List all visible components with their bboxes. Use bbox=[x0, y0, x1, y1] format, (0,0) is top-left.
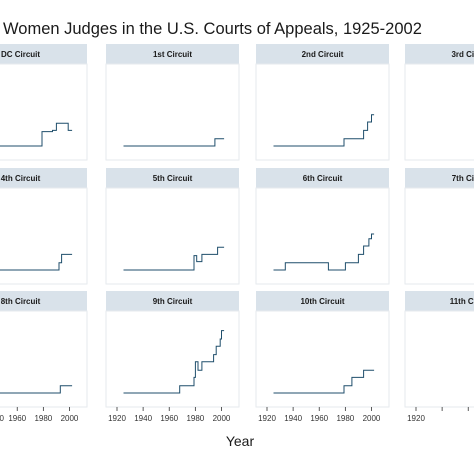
x-tick-label: 1960 bbox=[8, 414, 26, 423]
panel-plot-area bbox=[255, 187, 390, 285]
panel-5th-circuit: 5th Circuit bbox=[105, 168, 240, 285]
panel-title: DC Circuit bbox=[1, 50, 40, 59]
panel-strip bbox=[0, 44, 87, 64]
panel-title: 11th Circuit bbox=[450, 297, 474, 306]
panel-dc-circuit: DC Circuit bbox=[0, 44, 88, 161]
panel-strip bbox=[405, 168, 474, 188]
x-tick-label: 1940 bbox=[134, 414, 152, 423]
panel-7th-circuit: 7th Circuit bbox=[404, 168, 474, 285]
panel-plot-area bbox=[404, 310, 474, 408]
x-axis-label: Year bbox=[226, 433, 255, 449]
panel-strip bbox=[256, 44, 389, 64]
panel-strip bbox=[405, 291, 474, 311]
panel-title: 5th Circuit bbox=[153, 174, 193, 183]
series-line bbox=[123, 246, 225, 271]
x-tick-label: 1980 bbox=[186, 414, 204, 423]
panel-plot-area bbox=[0, 187, 88, 285]
panel-title: 9th Circuit bbox=[153, 297, 193, 306]
panel-plot-area bbox=[0, 63, 88, 161]
x-tick-label: 1980 bbox=[34, 414, 52, 423]
series-line bbox=[273, 114, 375, 147]
series-line bbox=[123, 138, 225, 147]
chart-title: Women Judges in the U.S. Courts of Appea… bbox=[3, 20, 422, 38]
panel-plot-area bbox=[255, 63, 390, 161]
panel-title: 1st Circuit bbox=[153, 50, 192, 59]
panel-strip bbox=[0, 291, 87, 311]
panel-title: 3rd Circuit bbox=[451, 50, 474, 59]
panel-plot-area bbox=[404, 187, 474, 285]
panel-strip bbox=[106, 168, 239, 188]
panel-strip bbox=[256, 291, 389, 311]
series-line bbox=[0, 385, 73, 394]
x-tick-label: 2000 bbox=[213, 414, 231, 423]
panel-strip bbox=[405, 44, 474, 64]
panel-8th-circuit: 8th Circuit 0 1960 1980 2000 bbox=[0, 291, 88, 423]
panel-plot-area bbox=[105, 187, 240, 285]
x-tick-label: 1980 bbox=[336, 414, 354, 423]
panel-plot-area bbox=[255, 310, 390, 408]
panel-title: 6th Circuit bbox=[303, 174, 343, 183]
panel-plot-area bbox=[105, 310, 240, 408]
panel-strip bbox=[106, 44, 239, 64]
panel-plot-area bbox=[0, 310, 88, 408]
panel-title: 10th Circuit bbox=[300, 297, 344, 306]
series-line bbox=[0, 122, 73, 147]
panel-1st-circuit: 1st Circuit bbox=[105, 44, 240, 161]
panel-10th-circuit: 10th Circuit 1920 1940 1960 1980 2000 bbox=[255, 291, 390, 423]
x-tick-label: 0 bbox=[0, 414, 5, 423]
x-tick-label: 1920 bbox=[108, 414, 126, 423]
panel-3rd-circuit: 3rd Circuit bbox=[404, 44, 474, 161]
panel-plot-area bbox=[404, 63, 474, 161]
x-tick-label: 1920 bbox=[258, 414, 276, 423]
series-line bbox=[273, 233, 375, 271]
panel-strip bbox=[106, 291, 239, 311]
panel-plot-area bbox=[105, 63, 240, 161]
panel-title: 2nd Circuit bbox=[302, 50, 344, 59]
x-tick-label: 1960 bbox=[310, 414, 328, 423]
series-line bbox=[123, 330, 225, 394]
x-tick-label: 1940 bbox=[284, 414, 302, 423]
panel-strip bbox=[256, 168, 389, 188]
panel-4th-circuit: 4th Circuit bbox=[0, 168, 88, 285]
panel-title: 7th Circuit bbox=[452, 174, 474, 183]
panel-9th-circuit: 9th Circuit 1920 1940 1960 1980 2000 bbox=[105, 291, 240, 423]
series-line bbox=[273, 369, 375, 394]
x-tick-label: 2000 bbox=[363, 414, 381, 423]
panel-title: 8th Circuit bbox=[1, 297, 41, 306]
panel-2nd-circuit: 2nd Circuit bbox=[255, 44, 390, 161]
x-tick-label: 1960 bbox=[160, 414, 178, 423]
x-tick-label: 1920 bbox=[407, 414, 425, 423]
x-tick-label: 2000 bbox=[61, 414, 79, 423]
panel-strip bbox=[0, 168, 87, 188]
panels-grid: DC Circuit 1st Circuit 2nd Circuit 3rd Circ… bbox=[0, 44, 474, 423]
series-line bbox=[0, 253, 73, 271]
panel-title: 4th Circuit bbox=[1, 174, 41, 183]
panel-11th-circuit: 11th Circuit 1920 bbox=[404, 291, 474, 423]
panel-6th-circuit: 6th Circuit bbox=[255, 168, 390, 285]
